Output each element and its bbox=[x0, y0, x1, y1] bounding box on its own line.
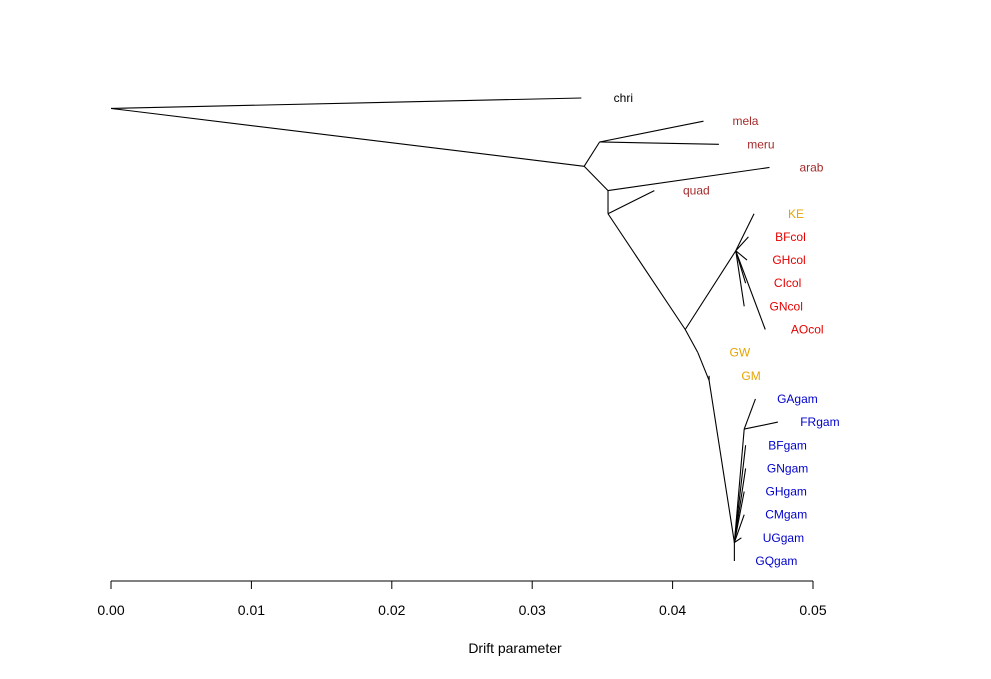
branch-n5-n6 bbox=[684, 250, 737, 330]
x-tick-label: 0.02 bbox=[378, 602, 405, 618]
tip-labels: chri mela meru arab quad KE BFcol GHcol CIcol GNc… bbox=[614, 91, 840, 568]
tip-label-frgam: FRgam bbox=[800, 415, 839, 429]
x-tick-label: 0.00 bbox=[97, 602, 124, 618]
x-axis-ticks: 0.00 0.01 0.02 0.03 0.04 0.05 bbox=[97, 581, 827, 618]
branch-meru bbox=[599, 141, 719, 145]
branch-uggam bbox=[734, 537, 742, 543]
tip-label-quad: quad bbox=[683, 184, 710, 198]
branch-aocol bbox=[735, 250, 766, 330]
branch-gncol bbox=[735, 250, 745, 307]
branch-n7-n8 bbox=[697, 352, 710, 381]
tip-label-gqgam: GQgam bbox=[755, 554, 797, 568]
tip-label-meru: meru bbox=[747, 137, 774, 151]
branch-ghgam bbox=[733, 491, 745, 543]
x-axis-title: Drift parameter bbox=[468, 640, 562, 656]
tip-label-arab: arab bbox=[799, 160, 823, 174]
tip-label-bfcol: BFcol bbox=[775, 230, 806, 244]
branch-mela bbox=[599, 120, 704, 143]
branch-bfcol bbox=[735, 236, 749, 252]
tip-label-cicol: CIcol bbox=[774, 276, 801, 290]
tip-label-gw: GW bbox=[730, 346, 751, 360]
branch-root-n1 bbox=[110, 107, 585, 167]
tip-label-chri: chri bbox=[614, 91, 633, 105]
tree-branches bbox=[110, 97, 779, 561]
tip-label-uggam: UGgam bbox=[763, 531, 804, 545]
x-tick-label: 0.01 bbox=[238, 602, 265, 618]
branch-arab bbox=[607, 166, 770, 192]
x-axis: 0.00 0.01 0.02 0.03 0.04 0.05 Drift parameter bbox=[97, 580, 827, 656]
branch-ke bbox=[735, 213, 755, 252]
x-tick-label: 0.05 bbox=[799, 602, 826, 618]
tip-label-bfgam: BFgam bbox=[768, 438, 807, 452]
tip-label-ghcol: GHcol bbox=[772, 253, 805, 267]
branch-ghcol bbox=[735, 250, 748, 261]
x-tick-label: 0.04 bbox=[659, 602, 686, 618]
branch-cmgam bbox=[733, 514, 745, 543]
branch-bfgam bbox=[733, 445, 747, 543]
branch-frgam bbox=[744, 421, 779, 430]
branch-gagam bbox=[743, 398, 756, 430]
branch-chri bbox=[110, 97, 582, 109]
branch-n5-n7 bbox=[684, 329, 699, 353]
tip-label-gagam: GAgam bbox=[777, 392, 818, 406]
branch-n4-n5 bbox=[607, 213, 686, 330]
branch-quad bbox=[607, 190, 655, 215]
tip-label-ke: KE bbox=[788, 207, 804, 221]
tip-label-gngam: GNgam bbox=[767, 461, 808, 475]
branch-n1-n2 bbox=[583, 141, 601, 167]
tip-label-cmgam: CMgam bbox=[765, 508, 807, 522]
branch-n1-n3 bbox=[583, 165, 609, 191]
tip-label-aocol: AOcol bbox=[791, 323, 824, 337]
tip-label-ghgam: GHgam bbox=[766, 485, 807, 499]
x-tick-label: 0.03 bbox=[519, 602, 546, 618]
tip-label-mela: mela bbox=[732, 114, 758, 128]
tip-label-gm: GM bbox=[741, 369, 760, 383]
tip-label-gncol: GNcol bbox=[770, 299, 803, 313]
branch-n8-n9 bbox=[708, 380, 735, 543]
